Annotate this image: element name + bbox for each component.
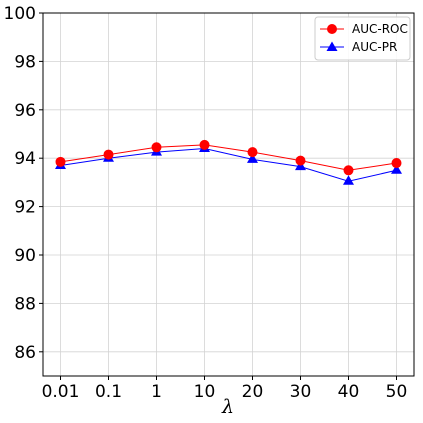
data-point-auc-roc xyxy=(199,139,210,150)
x-tick-label: 40 xyxy=(338,382,360,402)
data-point-auc-roc xyxy=(151,142,162,153)
y-tick-label: 88 xyxy=(14,294,36,314)
series-line-auc-roc xyxy=(60,144,397,171)
legend-marker-auc-roc xyxy=(327,24,337,34)
series xyxy=(55,139,402,185)
y-tick-label: 96 xyxy=(14,101,36,121)
legend: AUC-ROC AUC-PR xyxy=(314,16,411,61)
data-point-auc-roc xyxy=(391,158,402,169)
x-axis-label: λ xyxy=(221,396,234,418)
x-tick-label: 50 xyxy=(386,382,408,402)
x-tick-label: 1 xyxy=(151,382,162,402)
data-point-auc-pr xyxy=(247,153,258,163)
y-tick-label: 100 xyxy=(4,4,36,24)
grid xyxy=(43,12,414,376)
legend-box xyxy=(314,16,411,61)
x-tick-label: 30 xyxy=(290,382,312,402)
y-tick-label: 98 xyxy=(14,52,36,72)
x-tick-label: 0.01 xyxy=(42,382,80,402)
data-point-auc-roc xyxy=(55,156,66,167)
legend-label-auc-roc: AUC-ROC xyxy=(352,22,408,36)
data-point-auc-roc xyxy=(343,165,354,176)
data-point-auc-roc xyxy=(103,149,114,160)
x-tick-label: 20 xyxy=(242,382,264,402)
y-tick-label: 90 xyxy=(14,246,36,266)
data-point-auc-pr xyxy=(391,164,402,174)
legend-marker-auc-pr xyxy=(326,41,338,51)
data-point-auc-roc xyxy=(247,147,258,158)
y-tick-label: 86 xyxy=(14,343,36,363)
x-tick-label: 10 xyxy=(194,382,216,402)
y-tick-label: 92 xyxy=(14,198,36,218)
legend-label-auc-pr: AUC-PR xyxy=(352,40,397,54)
series-line-auc-pr xyxy=(60,148,397,182)
data-point-auc-roc xyxy=(295,155,306,166)
y-tick-label: 94 xyxy=(14,149,36,169)
x-ticks: 0.01 0.1 1 10 20 30 40 50 xyxy=(42,376,408,402)
plot-frame xyxy=(42,12,415,377)
data-point-auc-pr xyxy=(343,175,354,185)
y-ticks: 86 88 90 92 94 96 98 100 xyxy=(4,4,43,363)
x-tick-label: 0.1 xyxy=(95,382,122,402)
